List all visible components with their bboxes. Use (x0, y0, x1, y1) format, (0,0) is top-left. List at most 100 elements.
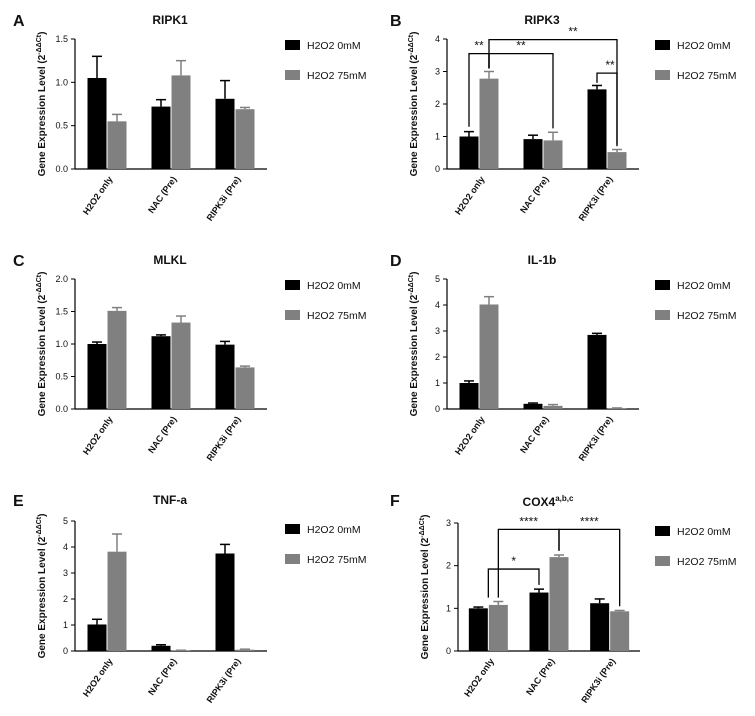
x-tick-label: NAC (Pre) (524, 656, 557, 697)
x-tick-label: NAC (Pre) (518, 174, 551, 215)
x-tick-label: H2O2 only (462, 656, 496, 698)
y-tick-label: 0.5 (55, 372, 68, 382)
chart-panel-a: A RIPK1 Gene Expression Level (2-ΔΔCt) 0.0 0… (13, 13, 367, 223)
significance-label: ** (568, 25, 578, 39)
bar-e-0-0 (87, 624, 107, 651)
bar-d-2-0 (587, 334, 607, 409)
y-tick-label: 0 (63, 646, 68, 656)
y-tick-label: 3 (435, 67, 440, 77)
bar-b-2-1 (607, 152, 627, 169)
bar-c-1-0 (151, 336, 171, 409)
y-tick-label: 4 (435, 34, 440, 44)
legend-label: H2O2 0mM (307, 280, 361, 292)
legend-label: H2O2 75mM (307, 310, 367, 322)
y-tick-label: 2 (63, 594, 68, 604)
bar-c-2-1 (235, 367, 255, 409)
significance-label: **** (519, 514, 538, 528)
y-tick-label: 0 (446, 646, 451, 656)
x-tick-label: NAC (Pre) (146, 414, 179, 455)
legend-swatch (285, 280, 300, 290)
significance-label: * (511, 554, 516, 568)
y-tick-label: 0.0 (55, 164, 68, 174)
bar-f-0-0 (468, 608, 488, 651)
bar-f-2-1 (610, 611, 630, 651)
bar-d-0-1 (479, 304, 499, 409)
legend-label: H2O2 75mM (677, 556, 737, 568)
chart-panel-b: B RIPK3 Gene Expression Level (2-ΔΔCt) 0 1 2 3… (390, 13, 737, 223)
legend-label: H2O2 0mM (677, 40, 731, 52)
y-tick-label: 1.0 (55, 77, 68, 87)
y-tick-label: 2 (446, 561, 451, 571)
chart-title: COX4a,b,c (523, 494, 574, 509)
bar-e-1-0 (151, 645, 171, 651)
bar-d-0-0 (459, 383, 479, 409)
bar-e-2-0 (215, 553, 235, 651)
panel-letter: B (390, 13, 402, 30)
panel-letter: E (13, 493, 24, 510)
bar-e-0-1 (107, 551, 127, 651)
legend-label: H2O2 75mM (307, 554, 367, 566)
y-tick-label: 1 (63, 620, 68, 630)
y-axis-label: Gene Expression Level (2-ΔΔCt) (419, 515, 431, 660)
chart-panel-d: D IL-1b Gene Expression Level (2-ΔΔCt) 0 1 2 3… (390, 253, 737, 463)
legend-swatch (655, 280, 670, 290)
legend-label: H2O2 0mM (307, 40, 361, 52)
chart-panel-e: E TNF-a Gene Expression Level (2-ΔΔCt) 0 1 2 3… (13, 493, 367, 705)
bar-f-1-0 (529, 592, 549, 651)
y-tick-label: 0.5 (55, 121, 68, 131)
bar-f-2-0 (590, 603, 610, 651)
x-tick-label: H2O2 only (453, 414, 487, 456)
chart-title: RIPK1 (152, 13, 188, 27)
bar-a-0-0 (87, 78, 107, 169)
bar-b-1-0 (523, 139, 543, 169)
y-tick-label: 4 (63, 542, 68, 552)
legend-swatch (285, 554, 300, 564)
bar-e-2-1 (235, 649, 255, 651)
legend-label: H2O2 0mM (677, 526, 731, 538)
x-tick-label: RIPK3i (Pre) (577, 414, 615, 462)
bar-b-0-0 (459, 136, 479, 169)
y-axis-label: Gene Expression Level (2-ΔΔCt) (36, 272, 48, 417)
y-tick-label: 2.0 (55, 274, 68, 284)
significance-label: ** (516, 39, 526, 53)
y-tick-label: 3 (63, 568, 68, 578)
legend-swatch (655, 70, 670, 80)
x-tick-label: H2O2 only (453, 174, 487, 216)
y-axis-label: Gene Expression Level (2-ΔΔCt) (36, 514, 48, 659)
panel-letter: A (13, 13, 25, 30)
y-tick-label: 3 (435, 326, 440, 336)
significance-label: **** (580, 514, 599, 528)
significance-bracket (488, 52, 554, 129)
x-tick-label: NAC (Pre) (518, 414, 551, 455)
x-tick-label: RIPK3i (Pre) (577, 174, 615, 222)
chart-title: RIPK3 (524, 13, 560, 27)
y-tick-label: 5 (63, 516, 68, 526)
y-axis-label: Gene Expression Level (2-ΔΔCt) (408, 32, 420, 177)
bar-f-1-1 (549, 557, 569, 651)
legend-label: H2O2 0mM (677, 280, 731, 292)
bar-b-1-1 (543, 140, 563, 169)
significance-bracket (558, 528, 621, 607)
y-tick-label: 1.5 (55, 307, 68, 317)
bar-d-1-0 (523, 403, 543, 409)
y-tick-label: 0.0 (55, 404, 68, 414)
x-tick-label: H2O2 only (81, 174, 115, 216)
y-tick-label: 1 (446, 603, 451, 613)
chart-title: MLKL (153, 253, 186, 267)
bar-f-0-1 (488, 604, 508, 651)
bar-c-0-1 (107, 310, 127, 409)
significance-label: ** (605, 58, 615, 72)
x-tick-label: RIPK3i (Pre) (579, 656, 617, 704)
chart-panel-c: C MLKL Gene Expression Level (2-ΔΔCt) 0.0 0.… (13, 253, 367, 463)
bar-a-1-1 (171, 75, 191, 169)
y-tick-label: 2 (435, 99, 440, 109)
y-tick-label: 2 (435, 352, 440, 362)
bar-a-0-1 (107, 121, 127, 169)
legend-swatch (655, 526, 670, 536)
x-tick-label: RIPK3i (Pre) (205, 174, 243, 222)
x-tick-label: NAC (Pre) (146, 174, 179, 215)
x-tick-label: H2O2 only (81, 414, 115, 456)
panel-letter: D (390, 253, 402, 270)
bar-c-2-0 (215, 344, 235, 409)
